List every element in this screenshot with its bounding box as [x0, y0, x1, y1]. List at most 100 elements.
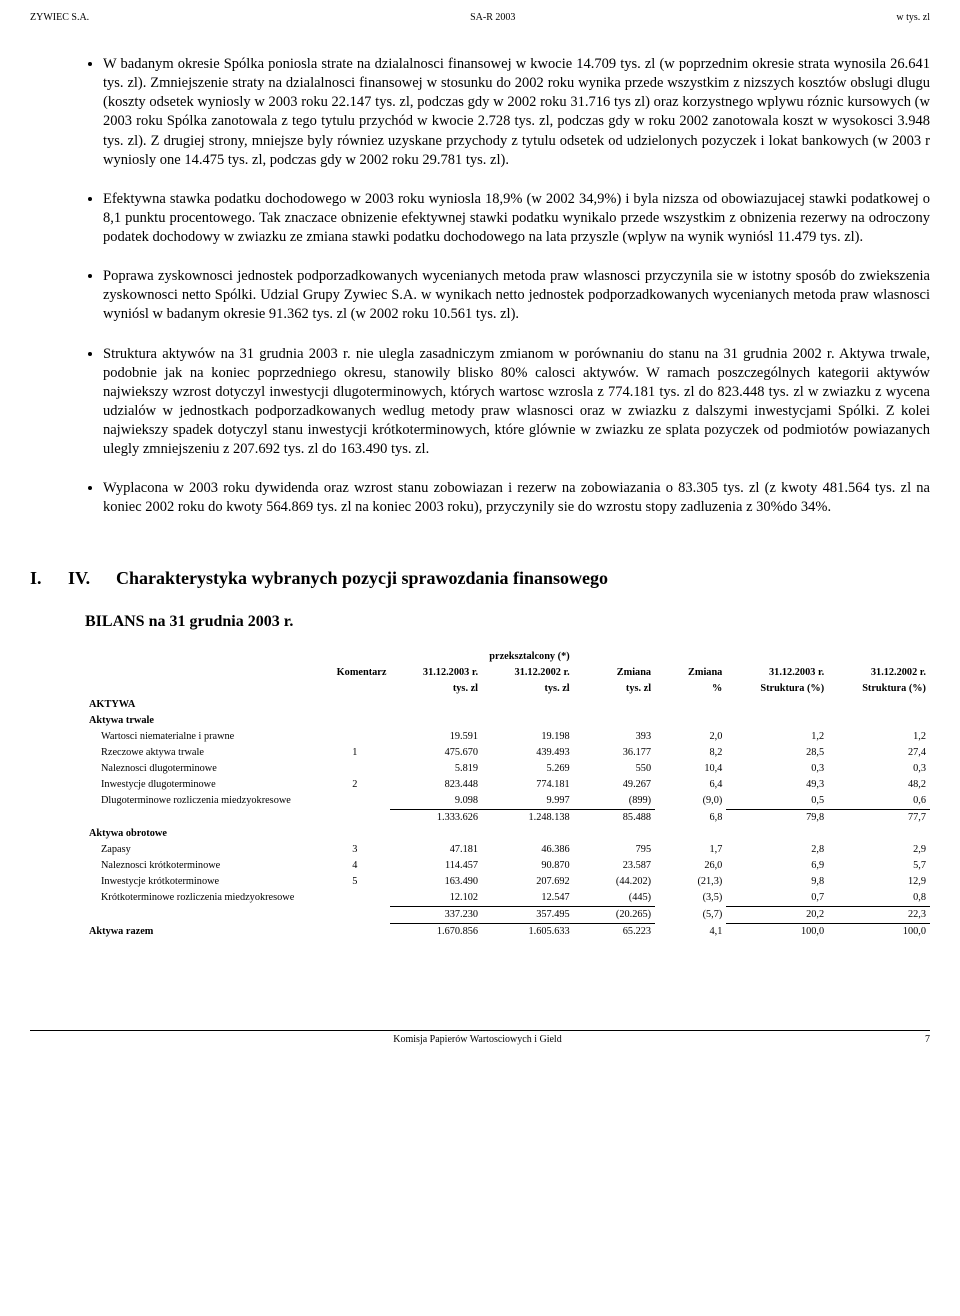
row-aktywa-trwale: Aktywa trwale — [85, 713, 319, 729]
cell: 795 — [574, 842, 655, 858]
cell: 9.997 — [482, 793, 574, 810]
cell: 1.670.856 — [390, 923, 482, 940]
cell: 475.670 — [390, 745, 482, 761]
cell: 26,0 — [655, 858, 726, 874]
cell: 48,2 — [828, 777, 930, 793]
cell: 550 — [574, 761, 655, 777]
cell — [319, 761, 390, 777]
col-header-zmiana-pct: Zmiana — [655, 665, 726, 681]
cell: 0,3 — [828, 761, 930, 777]
cell: 0,5 — [726, 793, 828, 810]
cell: 47.181 — [390, 842, 482, 858]
bullet-item: Struktura aktywów na 31 grudnia 2003 r. … — [103, 345, 930, 460]
cell — [319, 793, 390, 810]
cell: 90.870 — [482, 858, 574, 874]
cell: 19.198 — [482, 729, 574, 745]
cell: 100,0 — [828, 923, 930, 940]
cell: 36.177 — [574, 745, 655, 761]
row-aktywa-obrotowe: Aktywa obrotowe — [85, 826, 319, 842]
cell: 0,7 — [726, 890, 828, 907]
bullet-item: W badanym okresie Spólka poniosla strate… — [103, 55, 930, 170]
cell: (3,5) — [655, 890, 726, 907]
cell: 46.386 — [482, 842, 574, 858]
cell: 0,3 — [726, 761, 828, 777]
bullet-item: Poprawa zyskownosci jednostek podporzadk… — [103, 267, 930, 324]
cell: 9,8 — [726, 874, 828, 890]
cell: 0,8 — [828, 890, 930, 907]
cell: 20,2 — [726, 906, 828, 923]
footer-page-number: 7 — [925, 1034, 930, 1045]
cell: (44.202) — [574, 874, 655, 890]
cell: 2 — [319, 777, 390, 793]
cell: 1.333.626 — [390, 809, 482, 826]
row-label: Zapasy — [85, 842, 319, 858]
cell: 393 — [574, 729, 655, 745]
cell: (445) — [574, 890, 655, 907]
cell: 6,8 — [655, 809, 726, 826]
unit-pct: % — [655, 681, 726, 697]
unit-struct: Struktura (%) — [726, 681, 828, 697]
cell: 28,5 — [726, 745, 828, 761]
cell: 12.547 — [482, 890, 574, 907]
cell: 12,9 — [828, 874, 930, 890]
col-header-struct-2003: 31.12.2003 r. — [726, 665, 828, 681]
cell: 1.248.138 — [482, 809, 574, 826]
col-header-2003: 31.12.2003 r. — [390, 665, 482, 681]
cell: 77,7 — [828, 809, 930, 826]
cell: 163.490 — [390, 874, 482, 890]
cell: 357.495 — [482, 906, 574, 923]
section-heading: I. IV. Charakterystyka wybranych pozycji… — [30, 568, 930, 589]
cell: 8,2 — [655, 745, 726, 761]
cell: 19.591 — [390, 729, 482, 745]
cell: (21,3) — [655, 874, 726, 890]
cell: (899) — [574, 793, 655, 810]
cell: 1,2 — [726, 729, 828, 745]
cell: 207.692 — [482, 874, 574, 890]
bullets-block: W badanym okresie Spólka poniosla strate… — [85, 55, 930, 518]
row-label: Aktywa razem — [85, 923, 319, 940]
cell: 4 — [319, 858, 390, 874]
header-report: SA-R 2003 — [470, 12, 515, 23]
cell: 774.181 — [482, 777, 574, 793]
header-units: w tys. zl — [896, 12, 930, 23]
unit-struct: Struktura (%) — [828, 681, 930, 697]
section-title: Charakterystyka wybranych pozycji sprawo… — [116, 568, 930, 589]
col-header-zmiana: Zmiana — [574, 665, 655, 681]
cell: 2,0 — [655, 729, 726, 745]
cell: 23.587 — [574, 858, 655, 874]
cell: 1,7 — [655, 842, 726, 858]
balance-table: przeksztalcony (*) Komentarz 31.12.2003 … — [85, 649, 930, 940]
cell: 49.267 — [574, 777, 655, 793]
row-label: Dlugoterminowe rozliczenia miedzyokresow… — [85, 793, 319, 810]
cell: 27,4 — [828, 745, 930, 761]
subtotal-row: 1.333.626 1.248.138 85.488 6,8 79,8 77,7 — [85, 809, 930, 826]
cell: 79,8 — [726, 809, 828, 826]
cell: 1,2 — [828, 729, 930, 745]
cell: 5 — [319, 874, 390, 890]
unit-tyszl: tys. zl — [390, 681, 482, 697]
cell: 5.819 — [390, 761, 482, 777]
section-outer-numeral: I. — [30, 568, 58, 589]
cell: 114.457 — [390, 858, 482, 874]
row-label: Wartosci niematerialne i prawne — [85, 729, 319, 745]
cell: 823.448 — [390, 777, 482, 793]
row-label: Naleznosci krótkoterminowe — [85, 858, 319, 874]
col-header-komentarz: Komentarz — [319, 665, 390, 681]
row-label: Krótkoterminowe rozliczenia miedzyokreso… — [85, 890, 319, 907]
footer-center: Komisja Papierów Wartosciowych i Gield — [393, 1034, 561, 1045]
cell: (5,7) — [655, 906, 726, 923]
header-company: ZYWIEC S.A. — [30, 12, 89, 23]
table-row: Rzeczowe aktywa trwale 1 475.670 439.493… — [85, 745, 930, 761]
col-header-struct-2002: 31.12.2002 r. — [828, 665, 930, 681]
col-header-przek: przeksztalcony (*) — [482, 649, 574, 665]
cell: 1 — [319, 745, 390, 761]
section-inner-numeral: IV. — [68, 568, 116, 589]
cell: 6,9 — [726, 858, 828, 874]
row-label: Inwestycje dlugoterminowe — [85, 777, 319, 793]
table-row: Inwestycje krótkoterminowe 5 163.490 207… — [85, 874, 930, 890]
table-row: Zapasy 3 47.181 46.386 795 1,7 2,8 2,9 — [85, 842, 930, 858]
cell: 12.102 — [390, 890, 482, 907]
cell: 2,8 — [726, 842, 828, 858]
cell: 6,4 — [655, 777, 726, 793]
cell: 22,3 — [828, 906, 930, 923]
